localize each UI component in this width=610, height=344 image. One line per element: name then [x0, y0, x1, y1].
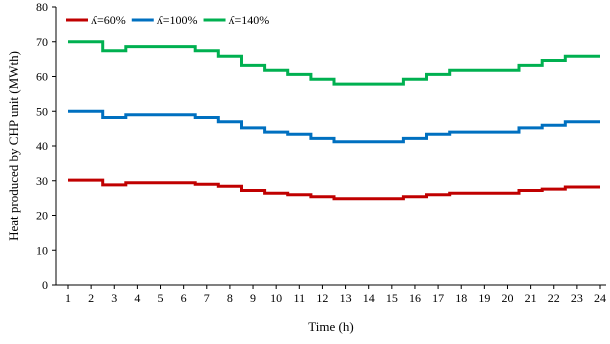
- x-tick-label: 13: [340, 291, 352, 305]
- x-tick-label: 20: [501, 291, 513, 305]
- x-tick-label: 16: [409, 291, 421, 305]
- x-tick-label: 23: [571, 291, 583, 305]
- x-tick-label: 5: [158, 291, 164, 305]
- x-tick-label: 9: [250, 291, 256, 305]
- y-tick-label: 50: [36, 104, 48, 118]
- x-tick-label: 7: [204, 291, 210, 305]
- series-line-1: [68, 178, 600, 201]
- x-tick-label: 24: [594, 291, 606, 305]
- x-tick-label: 12: [316, 291, 328, 305]
- x-tick-label: 14: [363, 291, 375, 305]
- y-tick-label: 0: [42, 278, 48, 292]
- x-tick-label: 4: [134, 291, 140, 305]
- y-tick-label: 70: [36, 35, 48, 49]
- x-tick-label: 2: [88, 291, 94, 305]
- x-tick-label: 3: [111, 291, 117, 305]
- y-tick-label: 10: [36, 243, 48, 257]
- series-line-3: [68, 40, 600, 86]
- x-tick-label: 10: [270, 291, 282, 305]
- y-tick-label: 60: [36, 70, 48, 84]
- x-tick-label: 19: [478, 291, 490, 305]
- legend-label-1: ʎ=60%: [91, 13, 126, 27]
- y-tick-label: 30: [36, 174, 48, 188]
- x-tick-label: 11: [294, 291, 306, 305]
- x-tick-label: 18: [455, 291, 467, 305]
- x-tick-label: 8: [227, 291, 233, 305]
- y-axis-title: Heat produced by CHP unit (MWth): [6, 51, 21, 241]
- y-tick-label: 40: [36, 139, 48, 153]
- legend: ʎ=60% ʎ=100% ʎ=140%: [66, 13, 269, 27]
- x-tick-label: 17: [432, 291, 444, 305]
- x-tick-label: 15: [386, 291, 398, 305]
- x-tick-label: 22: [548, 291, 560, 305]
- chart-marks: [68, 40, 600, 201]
- y-tick-label: 20: [36, 209, 48, 223]
- x-tick-label: 1: [65, 291, 71, 305]
- legend-label-2: ʎ=100%: [157, 13, 198, 27]
- series-line-2: [68, 109, 600, 144]
- legend-label-3: ʎ=140%: [229, 13, 270, 27]
- x-tick-label: 21: [525, 291, 537, 305]
- y-tick-label: 80: [36, 0, 48, 14]
- x-axis-title: Time (h): [308, 319, 353, 334]
- x-tick-label: 6: [181, 291, 187, 305]
